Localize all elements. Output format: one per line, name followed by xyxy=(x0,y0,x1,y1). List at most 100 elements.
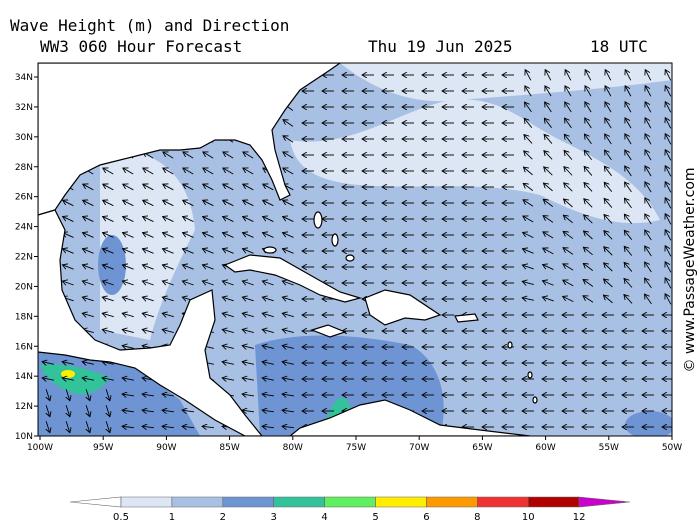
arrow xyxy=(143,168,154,175)
arrow xyxy=(122,329,134,332)
arrow xyxy=(62,362,74,365)
arrow xyxy=(222,281,234,285)
arrow xyxy=(183,216,194,222)
arrow xyxy=(162,249,174,254)
legend: 0.5 1 2 3 4 5 6 8 10 12 xyxy=(69,496,631,523)
arrow xyxy=(83,184,94,191)
arrow xyxy=(223,168,234,175)
arrow xyxy=(282,329,294,332)
land-puerto-rico xyxy=(454,313,479,323)
arrow xyxy=(242,394,254,396)
arrow xyxy=(243,216,254,222)
arrow xyxy=(122,410,135,412)
arrow xyxy=(665,294,672,305)
arrow xyxy=(624,230,633,240)
arrow xyxy=(645,262,652,273)
arrow xyxy=(543,264,554,270)
sea-2-3m xyxy=(625,411,672,436)
arrow xyxy=(143,233,154,238)
arrow xyxy=(203,233,214,238)
arrow xyxy=(522,298,534,301)
arrow xyxy=(565,102,572,113)
arrow xyxy=(42,362,54,365)
lon-label: 80W xyxy=(283,443,303,453)
arrow xyxy=(544,118,552,129)
arrow xyxy=(665,118,672,129)
sea-2-3m xyxy=(98,235,126,295)
arrow xyxy=(143,184,154,191)
arrow xyxy=(243,168,254,175)
arrow xyxy=(66,389,70,400)
arrow xyxy=(162,265,174,270)
credit: © www.PassageWeather.com xyxy=(682,167,698,372)
arrow xyxy=(262,426,275,427)
arrow xyxy=(82,281,94,285)
arrow xyxy=(665,214,672,225)
arrow xyxy=(524,118,533,128)
arrow xyxy=(282,362,294,365)
arrow xyxy=(202,249,214,254)
arrow xyxy=(282,297,294,301)
arrow xyxy=(106,421,110,432)
arrow xyxy=(282,410,295,412)
arrow xyxy=(543,248,554,255)
arrow xyxy=(563,296,574,303)
arrow xyxy=(263,200,274,207)
arrow xyxy=(645,166,652,177)
arrow xyxy=(103,216,114,222)
arrow xyxy=(624,246,633,256)
arrow xyxy=(102,329,114,332)
arrow xyxy=(263,216,274,222)
arrow xyxy=(122,313,134,316)
arrow xyxy=(202,281,214,285)
arrow xyxy=(604,247,613,256)
arrow xyxy=(282,394,294,396)
arrow xyxy=(545,70,552,81)
legend-swatch xyxy=(222,496,274,508)
arrow xyxy=(203,184,214,191)
arrow xyxy=(584,215,593,224)
model: WW3 060 Hour Forecast xyxy=(40,37,242,56)
arrow xyxy=(584,231,593,240)
arrow xyxy=(604,198,613,208)
arrow xyxy=(62,265,74,270)
arrow xyxy=(665,230,672,241)
arrow xyxy=(163,233,174,238)
arrow xyxy=(242,362,254,365)
lat-label: 16N xyxy=(15,342,33,352)
arrow xyxy=(665,86,672,97)
arrow xyxy=(625,86,632,97)
arrow xyxy=(564,150,573,160)
legend-swatch xyxy=(120,496,173,508)
arrow xyxy=(163,200,174,207)
arrow xyxy=(283,168,294,175)
arrow xyxy=(142,265,154,270)
arrow xyxy=(282,281,294,285)
arrow xyxy=(645,70,652,81)
arrow xyxy=(564,167,573,176)
arrow xyxy=(524,135,533,144)
arrow xyxy=(584,134,592,145)
arrow xyxy=(242,346,254,349)
legend-label: 6 xyxy=(423,512,429,523)
arrow xyxy=(263,233,274,238)
lon-label: 50W xyxy=(662,443,682,453)
legend-swatch xyxy=(527,496,580,508)
arrow xyxy=(645,294,652,305)
arrow xyxy=(283,152,294,159)
lat-label: 32N xyxy=(15,103,33,113)
arrow xyxy=(524,151,533,160)
arrow xyxy=(242,378,254,380)
arrow xyxy=(525,102,532,113)
land-hispaniola xyxy=(364,289,442,326)
arrow xyxy=(523,200,534,207)
arrow xyxy=(625,150,632,161)
arrow xyxy=(665,134,672,145)
arrow xyxy=(122,297,134,301)
land-islands xyxy=(263,211,538,404)
arrow xyxy=(605,86,612,97)
arrow xyxy=(544,151,553,160)
arrow xyxy=(122,249,134,254)
arrow xyxy=(605,150,612,161)
